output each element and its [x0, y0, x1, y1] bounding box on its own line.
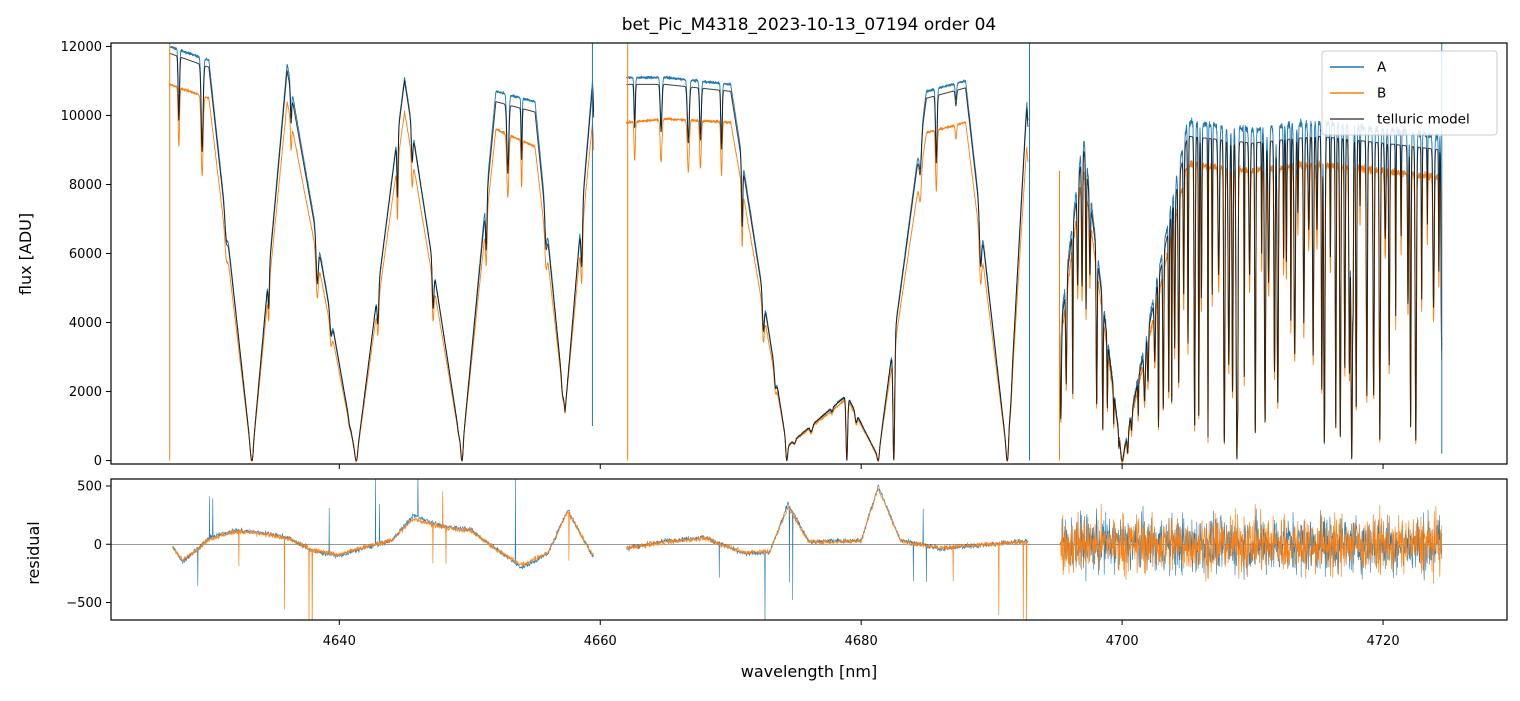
residual-series-group — [111, 479, 1507, 620]
legend-frame — [1321, 50, 1498, 136]
flux-y-axis-label: flux [ADU] — [16, 213, 35, 295]
chart-title: bet_Pic_M4318_2023-10-13_07194 order 04 — [622, 15, 996, 35]
flux-y-ticks: 0 2000 4000 6000 8000 10000 12000 — [61, 40, 111, 469]
x-tick-label: 4640 — [323, 634, 356, 649]
flux-y-tick-label: 10000 — [61, 109, 102, 124]
flux-x-ticks — [338, 464, 1384, 469]
flux-series-group — [169, 43, 1443, 464]
flux-y-tick-label: 8000 — [69, 178, 102, 193]
residual-x-ticks: 4640 4660 4680 4700 4720 — [323, 620, 1400, 649]
flux-y-tick-label: 6000 — [69, 247, 102, 262]
residual-y-tick-label: 0 — [94, 538, 102, 553]
x-tick-label: 4680 — [845, 634, 878, 649]
residual-y-tick-label: −500 — [66, 596, 102, 611]
legend-label-telluric-model: telluric model — [1377, 112, 1470, 128]
residual-panel: −500 0 500 4640 4660 4680 4700 4720 residual w… — [24, 478, 1508, 681]
x-tick-label: 4700 — [1106, 634, 1139, 649]
legend-label-b: B — [1377, 86, 1386, 102]
series-line-telluric-model — [169, 52, 1443, 461]
flux-y-tick-label: 4000 — [69, 316, 102, 331]
legend-label-a: A — [1377, 60, 1387, 76]
x-tick-label: 4720 — [1367, 634, 1400, 649]
x-axis-label: wavelength [nm] — [741, 662, 878, 681]
residual-y-axis-label: residual — [24, 521, 43, 584]
series-line-a — [169, 45, 1443, 464]
residual-line-b — [171, 488, 1443, 620]
flux-y-tick-label: 0 — [94, 454, 102, 469]
x-tick-label: 4660 — [584, 634, 617, 649]
residual-y-ticks: −500 0 500 — [66, 479, 111, 611]
flux-y-tick-label: 12000 — [61, 40, 102, 55]
residual-y-tick-label: 500 — [77, 479, 102, 494]
flux-panel-frame — [110, 42, 1508, 465]
flux-y-tick-label: 2000 — [69, 385, 102, 400]
residual-panel-frame — [110, 478, 1508, 621]
flux-panel: 0 2000 4000 6000 8000 10000 12000 flux [ADU] A… — [16, 40, 1508, 469]
